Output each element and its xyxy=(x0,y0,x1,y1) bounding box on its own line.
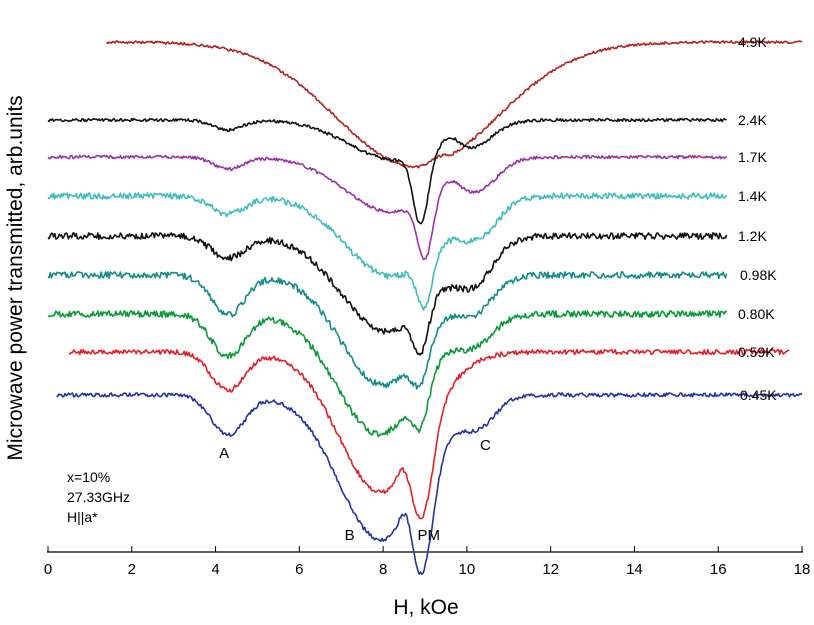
series-line-4.9K xyxy=(106,40,803,169)
x-tick-label: 16 xyxy=(710,561,727,578)
x-tick-label: 4 xyxy=(211,561,219,578)
series-lines xyxy=(47,40,803,575)
x-tick-label: 12 xyxy=(542,561,559,578)
series-label: 0.80K xyxy=(738,306,775,322)
info-line-3: H||a* xyxy=(67,509,98,525)
series-label: 0.98K xyxy=(740,267,777,283)
series-line-0.59K xyxy=(68,348,790,520)
x-tick-label: 6 xyxy=(295,561,303,578)
info-line-2: 27.33GHz xyxy=(67,489,130,505)
series-labels: 4.9K 2.4K 1.7K 1.4K 1.2K 0.98K 0.80K 0.59K 0.45K xyxy=(738,34,777,403)
series-line-1.2K xyxy=(47,232,728,356)
series-line-0.45K xyxy=(56,392,803,575)
series-line-0.80K xyxy=(47,310,728,438)
annotation-label: B xyxy=(345,527,355,544)
series-label: 0.45K xyxy=(740,387,777,403)
series-label: 1.2K xyxy=(738,228,767,244)
series-label: 0.59K xyxy=(738,344,775,360)
annotation-label: PM xyxy=(418,527,441,544)
series-label: 4.9K xyxy=(738,34,767,50)
series-label: 1.7K xyxy=(738,149,767,165)
x-tick-label: 10 xyxy=(459,561,476,578)
series-line-0.98K xyxy=(47,271,728,390)
series-label: 1.4K xyxy=(738,188,767,204)
series-line-2.4K xyxy=(47,117,727,225)
annotation-label: A xyxy=(219,445,229,462)
series-label: 2.4K xyxy=(738,112,767,128)
x-tick-label: 18 xyxy=(794,561,811,578)
x-tick-label: 8 xyxy=(379,561,387,578)
x-axis-ticks: 0 2 4 6 8 10 12 14 16 18 xyxy=(44,546,811,578)
x-tick-label: 0 xyxy=(44,561,52,578)
peak-annotations: A B PM C xyxy=(219,437,491,544)
info-line-1: x=10% xyxy=(67,469,110,485)
annotation-label: C xyxy=(480,437,491,454)
series-line-1.4K xyxy=(47,192,728,311)
x-axis-title: H, kOe xyxy=(393,596,458,619)
x-tick-label: 2 xyxy=(128,561,136,578)
y-axis-title: Microwave power transmitted, arb.units xyxy=(4,95,27,460)
series-line-1.7K xyxy=(47,154,727,261)
x-tick-label: 14 xyxy=(626,561,643,578)
info-box: x=10% 27.33GHz H||a* xyxy=(67,469,130,525)
